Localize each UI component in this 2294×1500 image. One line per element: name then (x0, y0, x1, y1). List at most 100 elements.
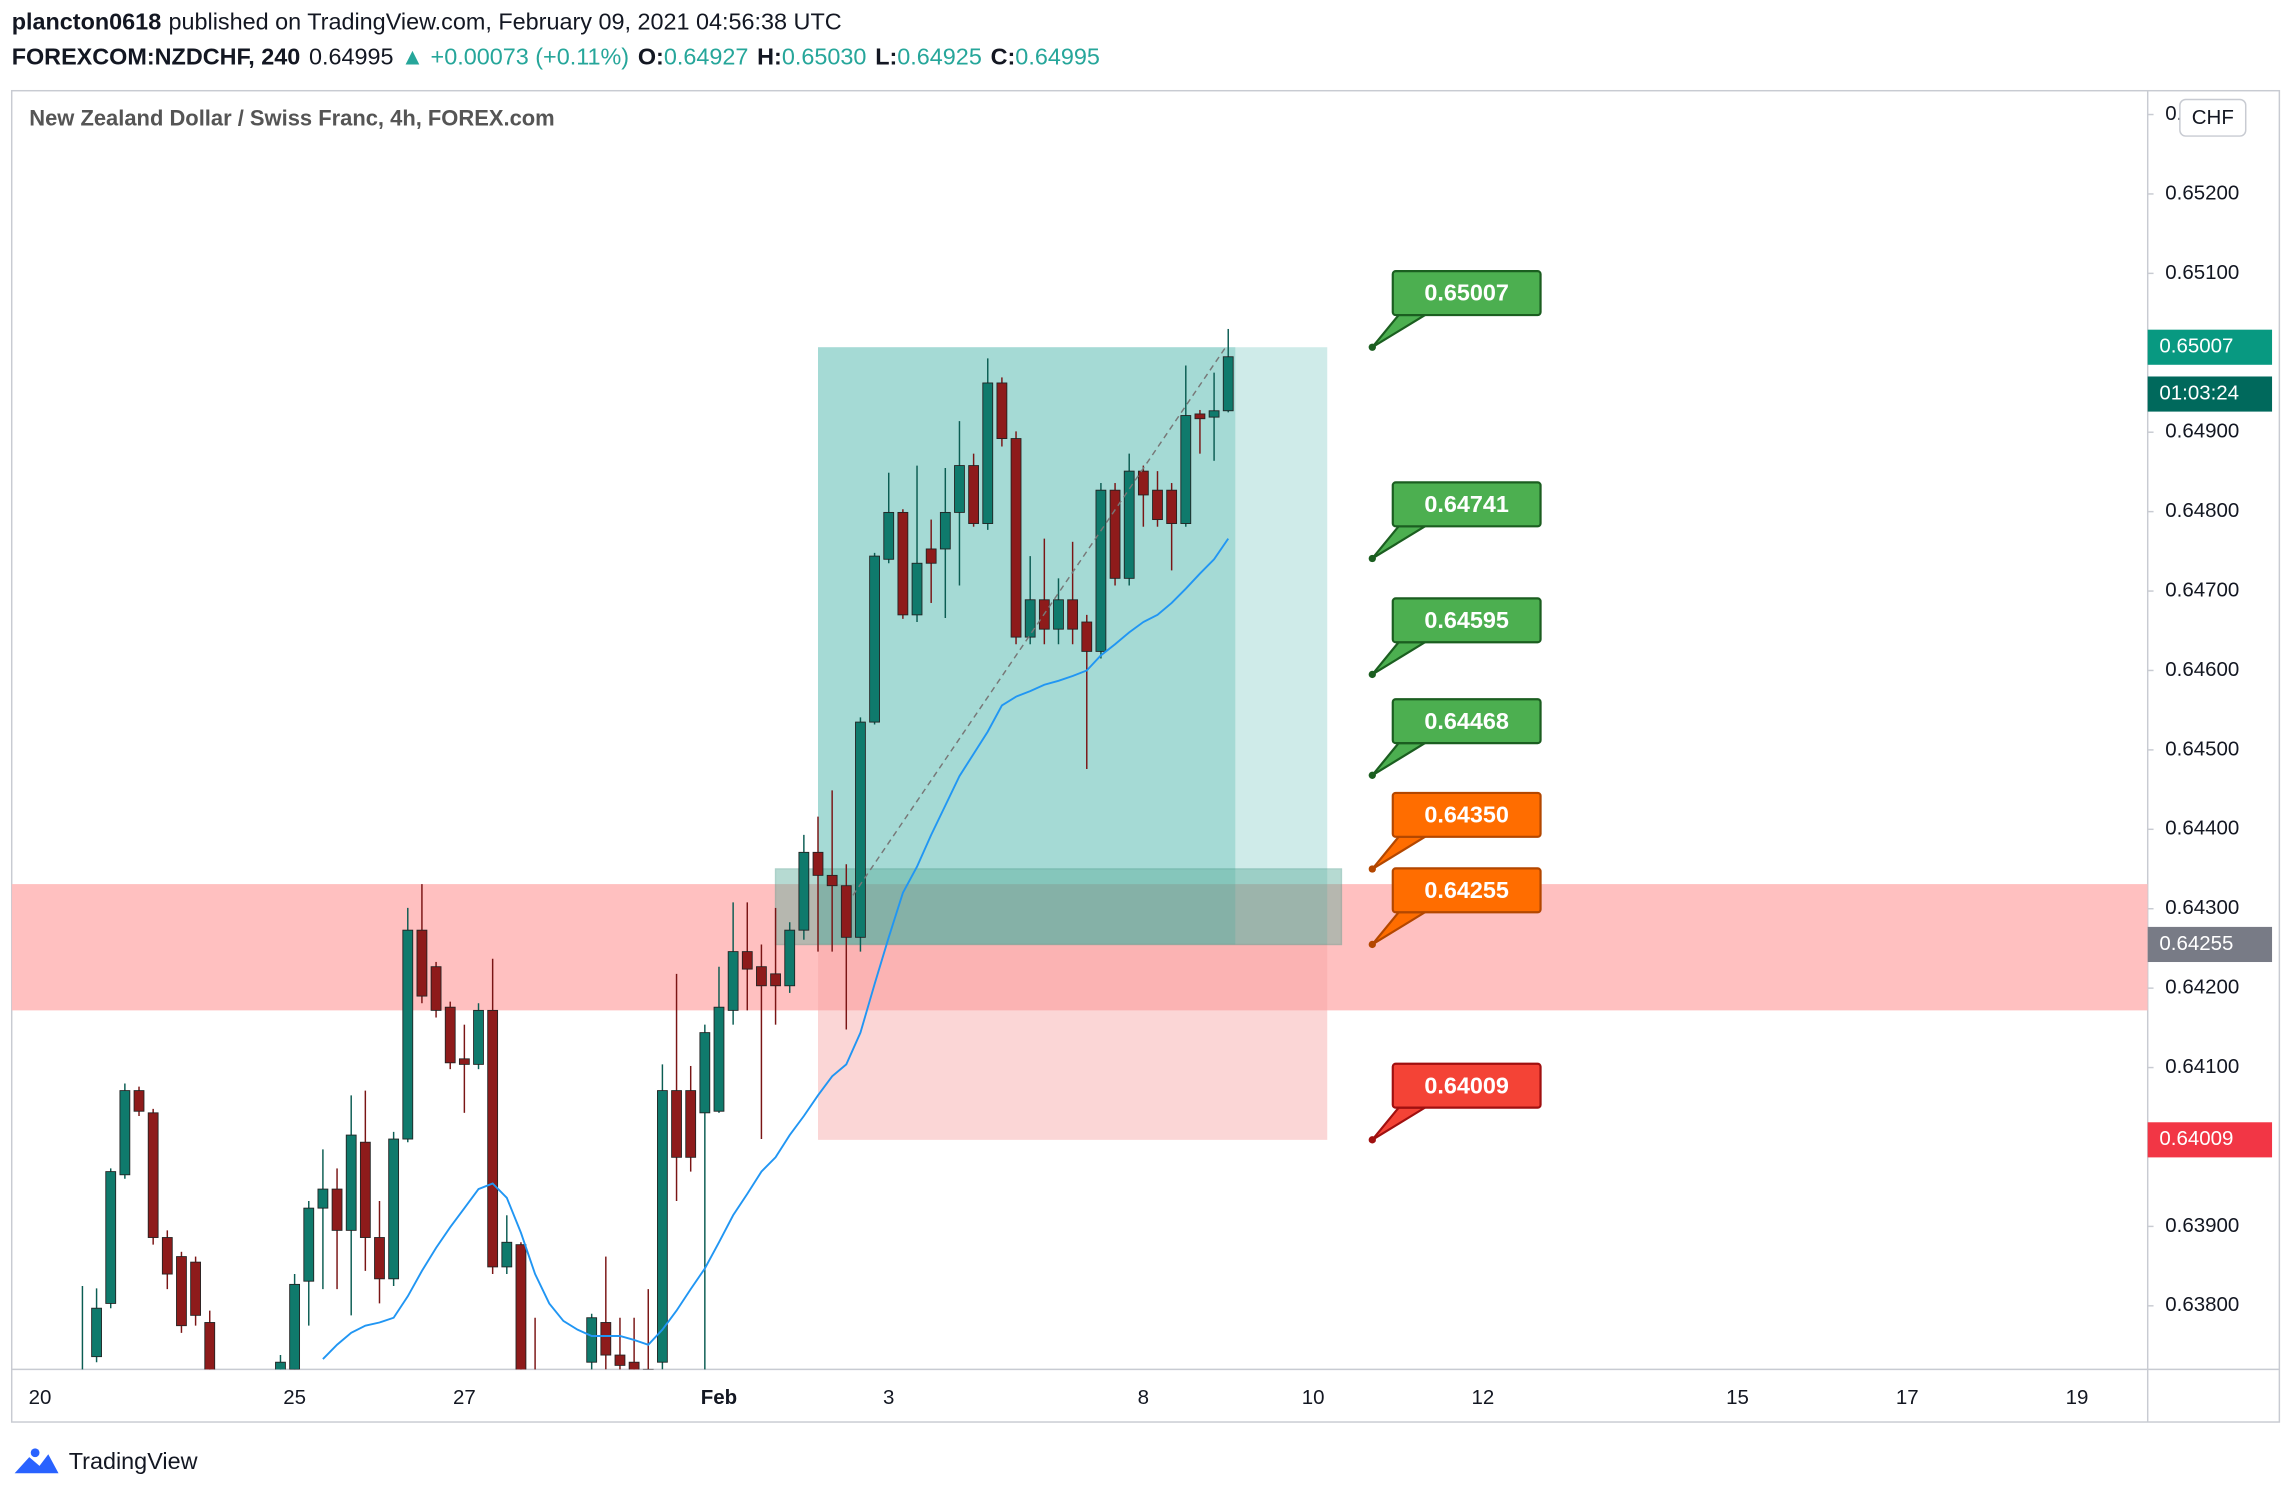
publish-line: plancton0618 published on TradingView.com… (12, 9, 842, 35)
x-tick-label: 17 (1896, 1386, 1919, 1409)
candle-body (275, 1361, 286, 1370)
candle-body (1137, 470, 1149, 496)
entry-zone (774, 868, 1343, 946)
candle-body (600, 1322, 612, 1356)
logo-icon (14, 1454, 59, 1474)
candle-body (671, 1090, 682, 1158)
y-tick-label: 0.65100 (2165, 261, 2239, 284)
callout-label: 0.64009 (1424, 1072, 1509, 1098)
candle-body (1024, 599, 1036, 638)
candle-body (925, 548, 937, 564)
candle-body (727, 951, 739, 1011)
publisher: plancton0618 (12, 9, 162, 35)
candle-body (1095, 489, 1107, 652)
candle-body (1180, 415, 1192, 524)
candle-body (133, 1090, 145, 1112)
candle-body (289, 1283, 301, 1370)
candle-body (161, 1237, 173, 1275)
candle-body (869, 555, 880, 723)
candle-body (1053, 599, 1064, 630)
candle-body (1152, 489, 1163, 521)
candle-body (487, 1009, 499, 1268)
last-price: 0.64995 (309, 44, 394, 70)
symbol-line: FOREXCOM:NZDCHF, 240 0.64995 ▲ +0.00073 (+… (12, 44, 1100, 70)
high-value: 0.65030 (782, 44, 867, 70)
candle-body (883, 511, 895, 560)
candle-body (840, 885, 852, 938)
price-axis: 0.638000.639000.640000.641000.642000.643… (2147, 102, 2273, 1316)
callout-label: 0.64468 (1424, 708, 1509, 734)
candle-body (996, 382, 1008, 440)
candle-body (756, 966, 767, 987)
callout-box (1391, 1062, 1542, 1109)
callout-label: 0.64741 (1424, 491, 1509, 517)
y-tick-label: 0.64900 (2165, 420, 2239, 443)
callout-anchor (1368, 554, 1376, 563)
candle-body (204, 1322, 216, 1370)
profit-zone-elapsed (818, 347, 1236, 945)
price-badge-label: 0.64255 (2159, 932, 2233, 955)
countdown: 01:03:24 (2159, 381, 2239, 404)
callout-anchor (1368, 1136, 1376, 1144)
candle-body (1010, 438, 1022, 638)
callout-anchor (1368, 343, 1376, 351)
resistance-band (11, 884, 2148, 1011)
candle-body (190, 1261, 201, 1316)
candle-body (1123, 470, 1135, 579)
low-label: L: (875, 44, 897, 70)
callout-box (1391, 791, 1542, 838)
candle-body (657, 1090, 668, 1363)
price-badge-label: 0.65007 (2159, 335, 2233, 358)
open-label: O: (638, 44, 664, 70)
callout-anchor (1368, 771, 1376, 779)
y-tick-label: 0.63800 (2165, 1293, 2239, 1316)
callout-box (1391, 270, 1542, 317)
candle-body (1081, 621, 1093, 652)
candle-body (1067, 599, 1079, 630)
candle-body (784, 929, 796, 987)
candle-body (897, 511, 909, 616)
candle-body (430, 966, 442, 1011)
x-tick-label: Feb (701, 1386, 737, 1409)
x-tick-label: 8 (1138, 1386, 1149, 1409)
candle-body (147, 1112, 159, 1238)
candle-body (954, 465, 965, 513)
candle-body (968, 465, 979, 524)
candle-body (1109, 489, 1121, 579)
candle-body (444, 1006, 456, 1064)
candle-body (388, 1138, 400, 1280)
change: ▲ +0.00073 (+0.11%) (401, 44, 629, 70)
candle-body (303, 1207, 315, 1282)
y-tick-label: 0.64500 (2165, 737, 2239, 760)
candle-body (713, 1006, 725, 1112)
candle-body (685, 1090, 697, 1158)
candle-body (1194, 413, 1206, 420)
published: published on TradingView.com, February 0… (169, 9, 842, 35)
candle-body (515, 1244, 527, 1370)
x-tick-label: 10 (1302, 1386, 1325, 1409)
candle-body (586, 1317, 598, 1363)
candle-body (345, 1134, 357, 1231)
candle-body (119, 1090, 131, 1176)
candle-body (1222, 356, 1234, 412)
x-tick-label: 3 (883, 1386, 894, 1409)
chart-title: New Zealand Dollar / Swiss Franc, 4h, FO… (29, 106, 554, 131)
overlay: 0.65007 0.64741 0.64595 0.64468 0.64350 0.642… (852, 270, 1542, 1144)
candle-body (1208, 410, 1220, 418)
x-tick-label: 15 (1726, 1386, 1749, 1409)
y-tick-label: 0.64600 (2165, 658, 2239, 681)
x-tick-label: 20 (29, 1386, 52, 1409)
callout-label: 0.64595 (1424, 607, 1509, 633)
candle-body (91, 1307, 102, 1358)
candle-body (812, 851, 824, 876)
candle-body (359, 1141, 371, 1238)
candle-body (770, 973, 781, 987)
candle-body (855, 721, 866, 938)
candle-body (176, 1256, 187, 1327)
candle-body (826, 874, 838, 887)
callout-box (1391, 597, 1542, 644)
footer-logo (14, 1448, 59, 1474)
price-badge (2147, 329, 2273, 365)
chart-frame (10, 89, 2281, 1423)
